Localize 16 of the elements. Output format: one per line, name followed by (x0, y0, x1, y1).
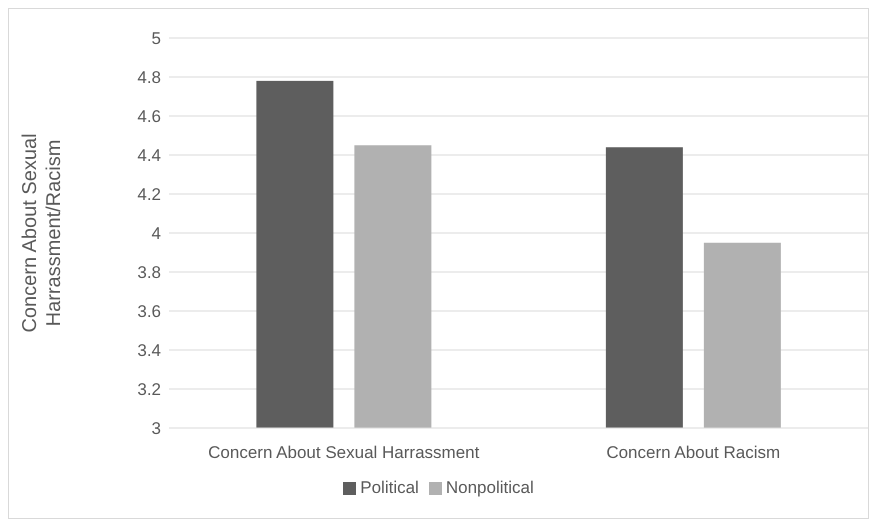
y-tick-label: 3.2 (137, 380, 161, 400)
y-tick-label: 4.2 (137, 185, 161, 204)
y-tick-label: 3.4 (137, 341, 161, 360)
y-tick-label: 3.6 (137, 302, 161, 322)
y-axis-title: Concern About Sexual Harrassment/Racism (19, 133, 65, 333)
y-tick-label: 4.6 (137, 107, 161, 126)
y-tick-label: 5 (152, 29, 161, 48)
legend-label: Political (360, 478, 419, 497)
y-tick-label: 4 (152, 224, 161, 244)
y-tick-label: 4.8 (137, 68, 161, 88)
x-tick-label: Concern About Sexual Harrassment (208, 443, 480, 462)
y-tick-label: 4.4 (137, 146, 161, 166)
legend-label: Nonpolitical (446, 478, 534, 497)
y-tick-label: 3.8 (137, 263, 161, 282)
y-tick-label: 3 (152, 419, 161, 438)
x-tick-label: Concern About Racism (606, 443, 780, 462)
